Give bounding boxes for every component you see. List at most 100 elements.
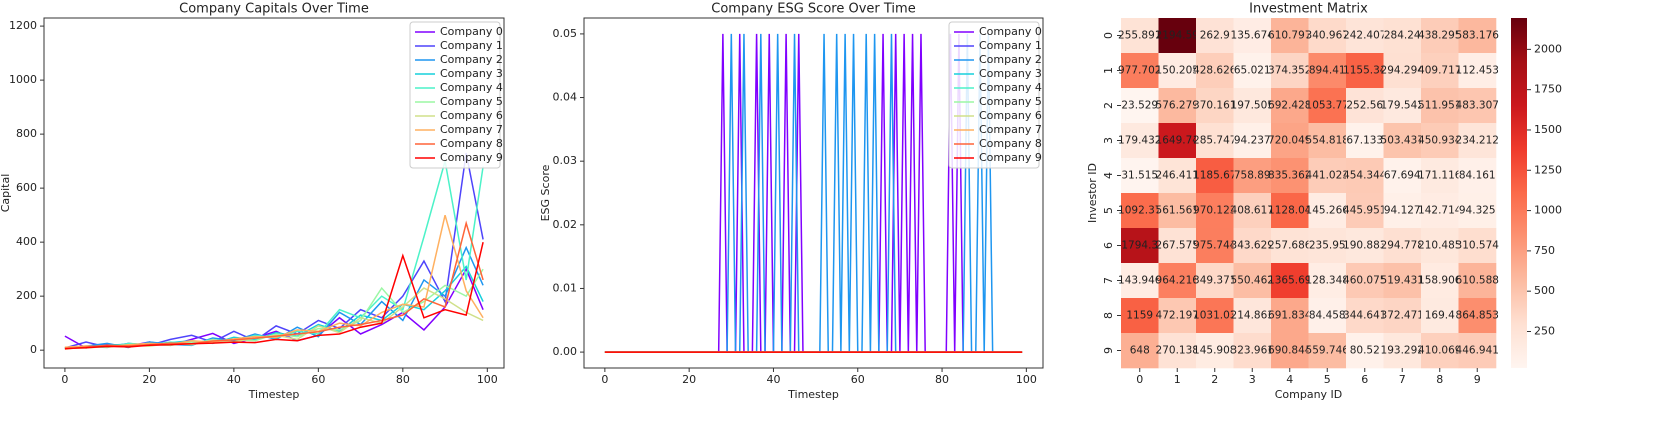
legend-label: Company 9 bbox=[979, 151, 1042, 164]
series-line bbox=[64, 220, 484, 350]
heatmap-cell bbox=[1271, 123, 1309, 159]
cell-label: 270.138 bbox=[1156, 345, 1199, 357]
cell-label: 583.176 bbox=[1456, 30, 1500, 42]
heatmap-cell bbox=[1458, 193, 1497, 229]
heatmap-cell bbox=[1158, 158, 1197, 194]
heatmap-cell bbox=[1308, 333, 1347, 369]
cell-label: 408.617 bbox=[1231, 205, 1274, 217]
cell-label: 80.52 bbox=[1350, 345, 1380, 357]
cell-label: 460.075 bbox=[1343, 275, 1386, 287]
cell-label: 284.24 bbox=[1384, 30, 1421, 42]
heatmap-cell bbox=[1158, 193, 1197, 229]
y-axis-label: Capital bbox=[0, 174, 12, 213]
series-line bbox=[64, 241, 484, 350]
cell-label: 190.883 bbox=[1343, 240, 1386, 252]
cell-label: 559.746 bbox=[1306, 345, 1350, 357]
legend-label: Company 5 bbox=[440, 95, 503, 108]
heatmap-cell bbox=[1196, 88, 1234, 124]
cell-label: 142.714 bbox=[1418, 205, 1462, 217]
heatmap-cell bbox=[1383, 193, 1422, 229]
cell-label: 257.686 bbox=[1268, 240, 1312, 252]
heatmap-cell bbox=[1346, 333, 1384, 369]
heatmap-cell bbox=[1121, 158, 1159, 194]
x-tick-label: 0 bbox=[601, 373, 608, 386]
y-tick-label: 400 bbox=[16, 235, 37, 248]
x-tick-label: 20 bbox=[142, 373, 156, 386]
cell-label: 370.161 bbox=[1193, 100, 1236, 112]
heatmap-cell bbox=[1308, 158, 1347, 194]
cell-label: 84.458 bbox=[1309, 310, 1346, 322]
heatmap-cell bbox=[1458, 88, 1497, 124]
cell-label: 964.216 bbox=[1156, 275, 1200, 287]
cell-label: 977.702 bbox=[1118, 65, 1161, 77]
y-tick-label: 7 bbox=[1102, 277, 1115, 284]
cell-label: 285.747 bbox=[1193, 135, 1236, 147]
heatmap-cell bbox=[1233, 18, 1272, 54]
cell-label: 550.462 bbox=[1231, 275, 1274, 287]
heatmap-cell bbox=[1196, 298, 1234, 334]
heatmap-cell bbox=[1421, 193, 1459, 229]
x-tick-label: 100 bbox=[1016, 373, 1037, 386]
cell-label: 255.891 bbox=[1118, 30, 1161, 42]
colorbar-tick-label: 1750 bbox=[1534, 83, 1562, 96]
cell-label: 894.41 bbox=[1309, 65, 1346, 77]
cell-label: 294.778 bbox=[1381, 240, 1424, 252]
x-tick-label: 1 bbox=[1174, 373, 1181, 386]
y-tick-label: 800 bbox=[16, 127, 37, 140]
y-tick-label: 6 bbox=[1102, 242, 1115, 249]
cell-label: 428.626 bbox=[1193, 65, 1237, 77]
heatmap-cell bbox=[1458, 53, 1497, 89]
cell-label: 214.863 bbox=[1231, 310, 1274, 322]
x-axis-label: Timestep bbox=[787, 388, 839, 401]
y-tick-label: 600 bbox=[16, 181, 37, 194]
heatmap-cell bbox=[1308, 53, 1347, 89]
cell-label: 150.205 bbox=[1156, 65, 1199, 77]
heatmap-cell bbox=[1383, 53, 1422, 89]
cell-label: 1092.37 bbox=[1118, 205, 1161, 217]
heatmap-cell bbox=[1308, 228, 1347, 264]
heatmap-cell bbox=[1421, 123, 1459, 159]
heatmap-cell bbox=[1271, 88, 1309, 124]
heatmap-cell bbox=[1346, 298, 1384, 334]
heatmap-cell bbox=[1346, 228, 1384, 264]
cell-label: 193.292 bbox=[1381, 345, 1424, 357]
series-line bbox=[64, 214, 484, 348]
cell-label: 483.307 bbox=[1456, 100, 1499, 112]
heatmap-cell bbox=[1421, 158, 1459, 194]
heatmap-cell bbox=[1421, 53, 1459, 89]
y-tick-label: 200 bbox=[16, 289, 37, 302]
y-tick-label: 0.04 bbox=[553, 91, 578, 104]
heatmap-cell bbox=[1158, 333, 1197, 369]
heatmap-cell bbox=[1421, 298, 1459, 334]
heatmap-cell bbox=[1196, 123, 1234, 159]
cell-label: 2194.59 bbox=[1156, 30, 1199, 42]
heatmap-cell bbox=[1346, 158, 1384, 194]
heatmap-cell bbox=[1233, 263, 1272, 299]
heatmap-cell bbox=[1458, 263, 1497, 299]
heatmap-cell bbox=[1196, 18, 1234, 54]
y-tick-label: 5 bbox=[1102, 207, 1115, 214]
legend-label: Company 8 bbox=[979, 137, 1042, 150]
cell-label: 519.431 bbox=[1381, 275, 1424, 287]
cell-label: 179.432 bbox=[1118, 135, 1161, 147]
heatmap-cell bbox=[1346, 123, 1384, 159]
heatmap-cell bbox=[1458, 123, 1497, 159]
heatmap-cell bbox=[1233, 333, 1272, 369]
cell-label: 472.197 bbox=[1156, 310, 1199, 322]
chart-title: Company ESG Score Over Time bbox=[711, 2, 915, 17]
cell-label: 691.834 bbox=[1268, 310, 1312, 322]
cell-label: 234.212 bbox=[1456, 135, 1499, 147]
cell-label: 112.453 bbox=[1456, 65, 1499, 77]
cell-label: 349.371 bbox=[1193, 275, 1236, 287]
cell-label: 1031.03 bbox=[1193, 310, 1236, 322]
heatmap-cell bbox=[1271, 333, 1309, 369]
cell-label: 310.574 bbox=[1456, 240, 1500, 252]
cell-label: 1185.67 bbox=[1193, 170, 1236, 182]
heatmap-cell bbox=[1233, 123, 1272, 159]
heatmap-cell bbox=[1421, 263, 1459, 299]
heatmap-cell bbox=[1196, 193, 1234, 229]
heatmap-cell bbox=[1121, 193, 1159, 229]
heatmap-cell bbox=[1233, 298, 1272, 334]
cell-label: 344.641 bbox=[1343, 310, 1386, 322]
